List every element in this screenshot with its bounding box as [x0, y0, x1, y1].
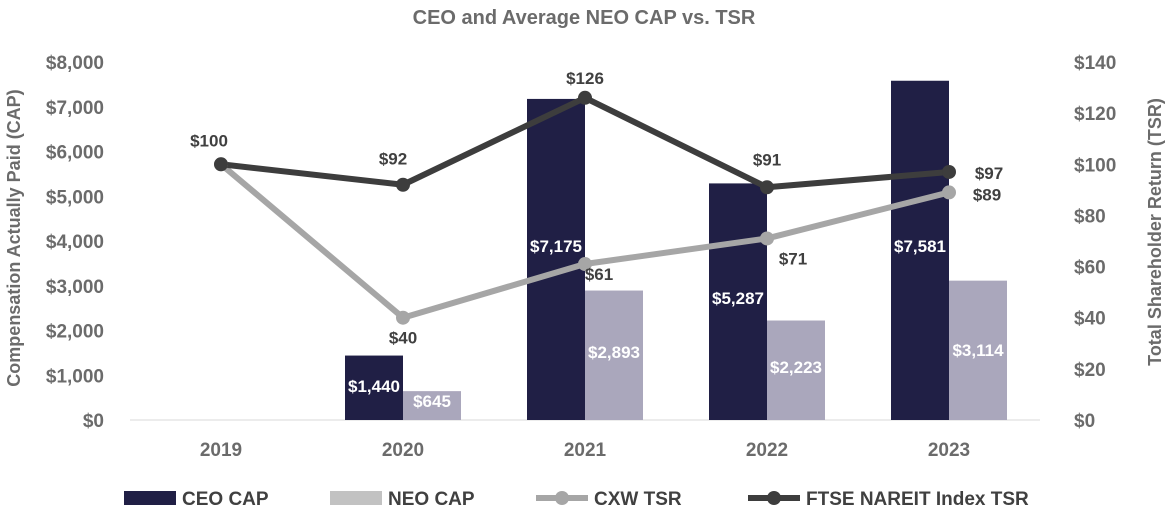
legend-swatch [330, 491, 382, 505]
legend-marker [767, 491, 781, 505]
y2-tick-label: $120 [1074, 104, 1116, 125]
ftse-tsr-marker [942, 164, 956, 179]
y-axis-title: Compensation Actually Paid (CAP) [4, 89, 24, 386]
neo-cap-bar [403, 391, 461, 420]
y2-tick-label: $140 [1074, 53, 1116, 74]
plot-area: $0 $1,000 $2,000 $3,000 $4,000 $5,000 $6,000 $7… [46, 53, 1116, 461]
neo-cap-bar [767, 320, 825, 420]
y2-tick-label: $40 [1074, 309, 1106, 330]
y-tick-label: $4,000 [46, 232, 104, 253]
cxw-tsr-data-label: $40 [389, 329, 417, 348]
y-tick-label: $1,000 [46, 366, 104, 387]
y-tick-label: $0 [83, 411, 104, 432]
ftse-tsr-marker [760, 180, 774, 195]
y2-tick-label: $80 [1074, 206, 1106, 227]
ceo-cap-bar [891, 80, 949, 421]
neo-cap-data-label: $3,114 [952, 341, 1004, 360]
cxw-tsr-marker [942, 185, 956, 200]
ftse-tsr-data-label: $126 [566, 69, 604, 88]
legend-swatch [124, 491, 176, 505]
ftse-tsr-marker [578, 90, 592, 105]
x-tick-label: 2020 [382, 440, 424, 461]
ceo-cap-data-label: $5,287 [712, 289, 764, 308]
x-tick-label: 2022 [746, 440, 788, 461]
cxw-tsr-data-label: $89 [973, 185, 1001, 204]
x-tick-label: 2019 [200, 440, 242, 461]
y2-tick-label: $60 [1074, 258, 1106, 279]
y-tick-label: $2,000 [46, 322, 104, 343]
legend: CEO CAP NEO CAP CXW TSR FTSE NAREIT Index T… [124, 489, 1029, 510]
legend-marker [555, 491, 569, 505]
ceo-cap-bar [527, 98, 585, 420]
ftse-tsr-marker [214, 157, 228, 172]
ceo-cap-data-label: $7,175 [530, 237, 582, 256]
ftse-tsr-data-label: $97 [975, 164, 1003, 183]
legend-label: FTSE NAREIT Index TSR [806, 489, 1029, 510]
cxw-tsr-marker [578, 257, 592, 272]
cxw-tsr-marker [396, 310, 410, 325]
legend-label: NEO CAP [388, 489, 475, 510]
ftse-tsr-data-label: $100 [190, 131, 228, 150]
ceo-cap-bar [345, 355, 403, 420]
neo-cap-bar [585, 290, 643, 420]
cxw-tsr-data-label: $71 [779, 249, 807, 268]
ftse-tsr-marker [396, 177, 410, 192]
legend-label: CEO CAP [182, 489, 269, 510]
ceo-cap-data-label: $1,440 [348, 377, 400, 396]
y2-axis-title: Total Shareholder Return (TSR) [1145, 98, 1165, 366]
ceo-cap-data-label: $7,581 [894, 237, 946, 256]
y2-tick-label: $100 [1074, 155, 1116, 176]
legend-label: CXW TSR [594, 489, 682, 510]
y-tick-label: $7,000 [46, 98, 104, 119]
chart-title: CEO and Average NEO CAP vs. TSR [413, 7, 756, 29]
neo-cap-bar [949, 280, 1007, 420]
cxw-tsr-marker [760, 231, 774, 246]
y-tick-label: $5,000 [46, 187, 104, 208]
y2-tick-label: $20 [1074, 360, 1106, 381]
x-tick-label: 2021 [564, 440, 607, 461]
ceo-cap-bar [709, 183, 767, 420]
neo-cap-data-label: $645 [413, 392, 451, 411]
neo-cap-data-label: $2,223 [770, 358, 822, 377]
y2-tick-label: $0 [1074, 411, 1095, 432]
y-tick-label: $3,000 [46, 277, 104, 298]
x-tick-label: 2023 [928, 440, 970, 461]
ftse-tsr-data-label: $92 [379, 150, 407, 169]
cxw-tsr-data-label: $61 [585, 265, 613, 284]
ftse-tsr-data-label: $91 [753, 150, 781, 169]
y-tick-label: $6,000 [46, 143, 104, 164]
y-tick-label: $8,000 [46, 53, 104, 74]
neo-cap-data-label: $2,893 [588, 343, 640, 362]
